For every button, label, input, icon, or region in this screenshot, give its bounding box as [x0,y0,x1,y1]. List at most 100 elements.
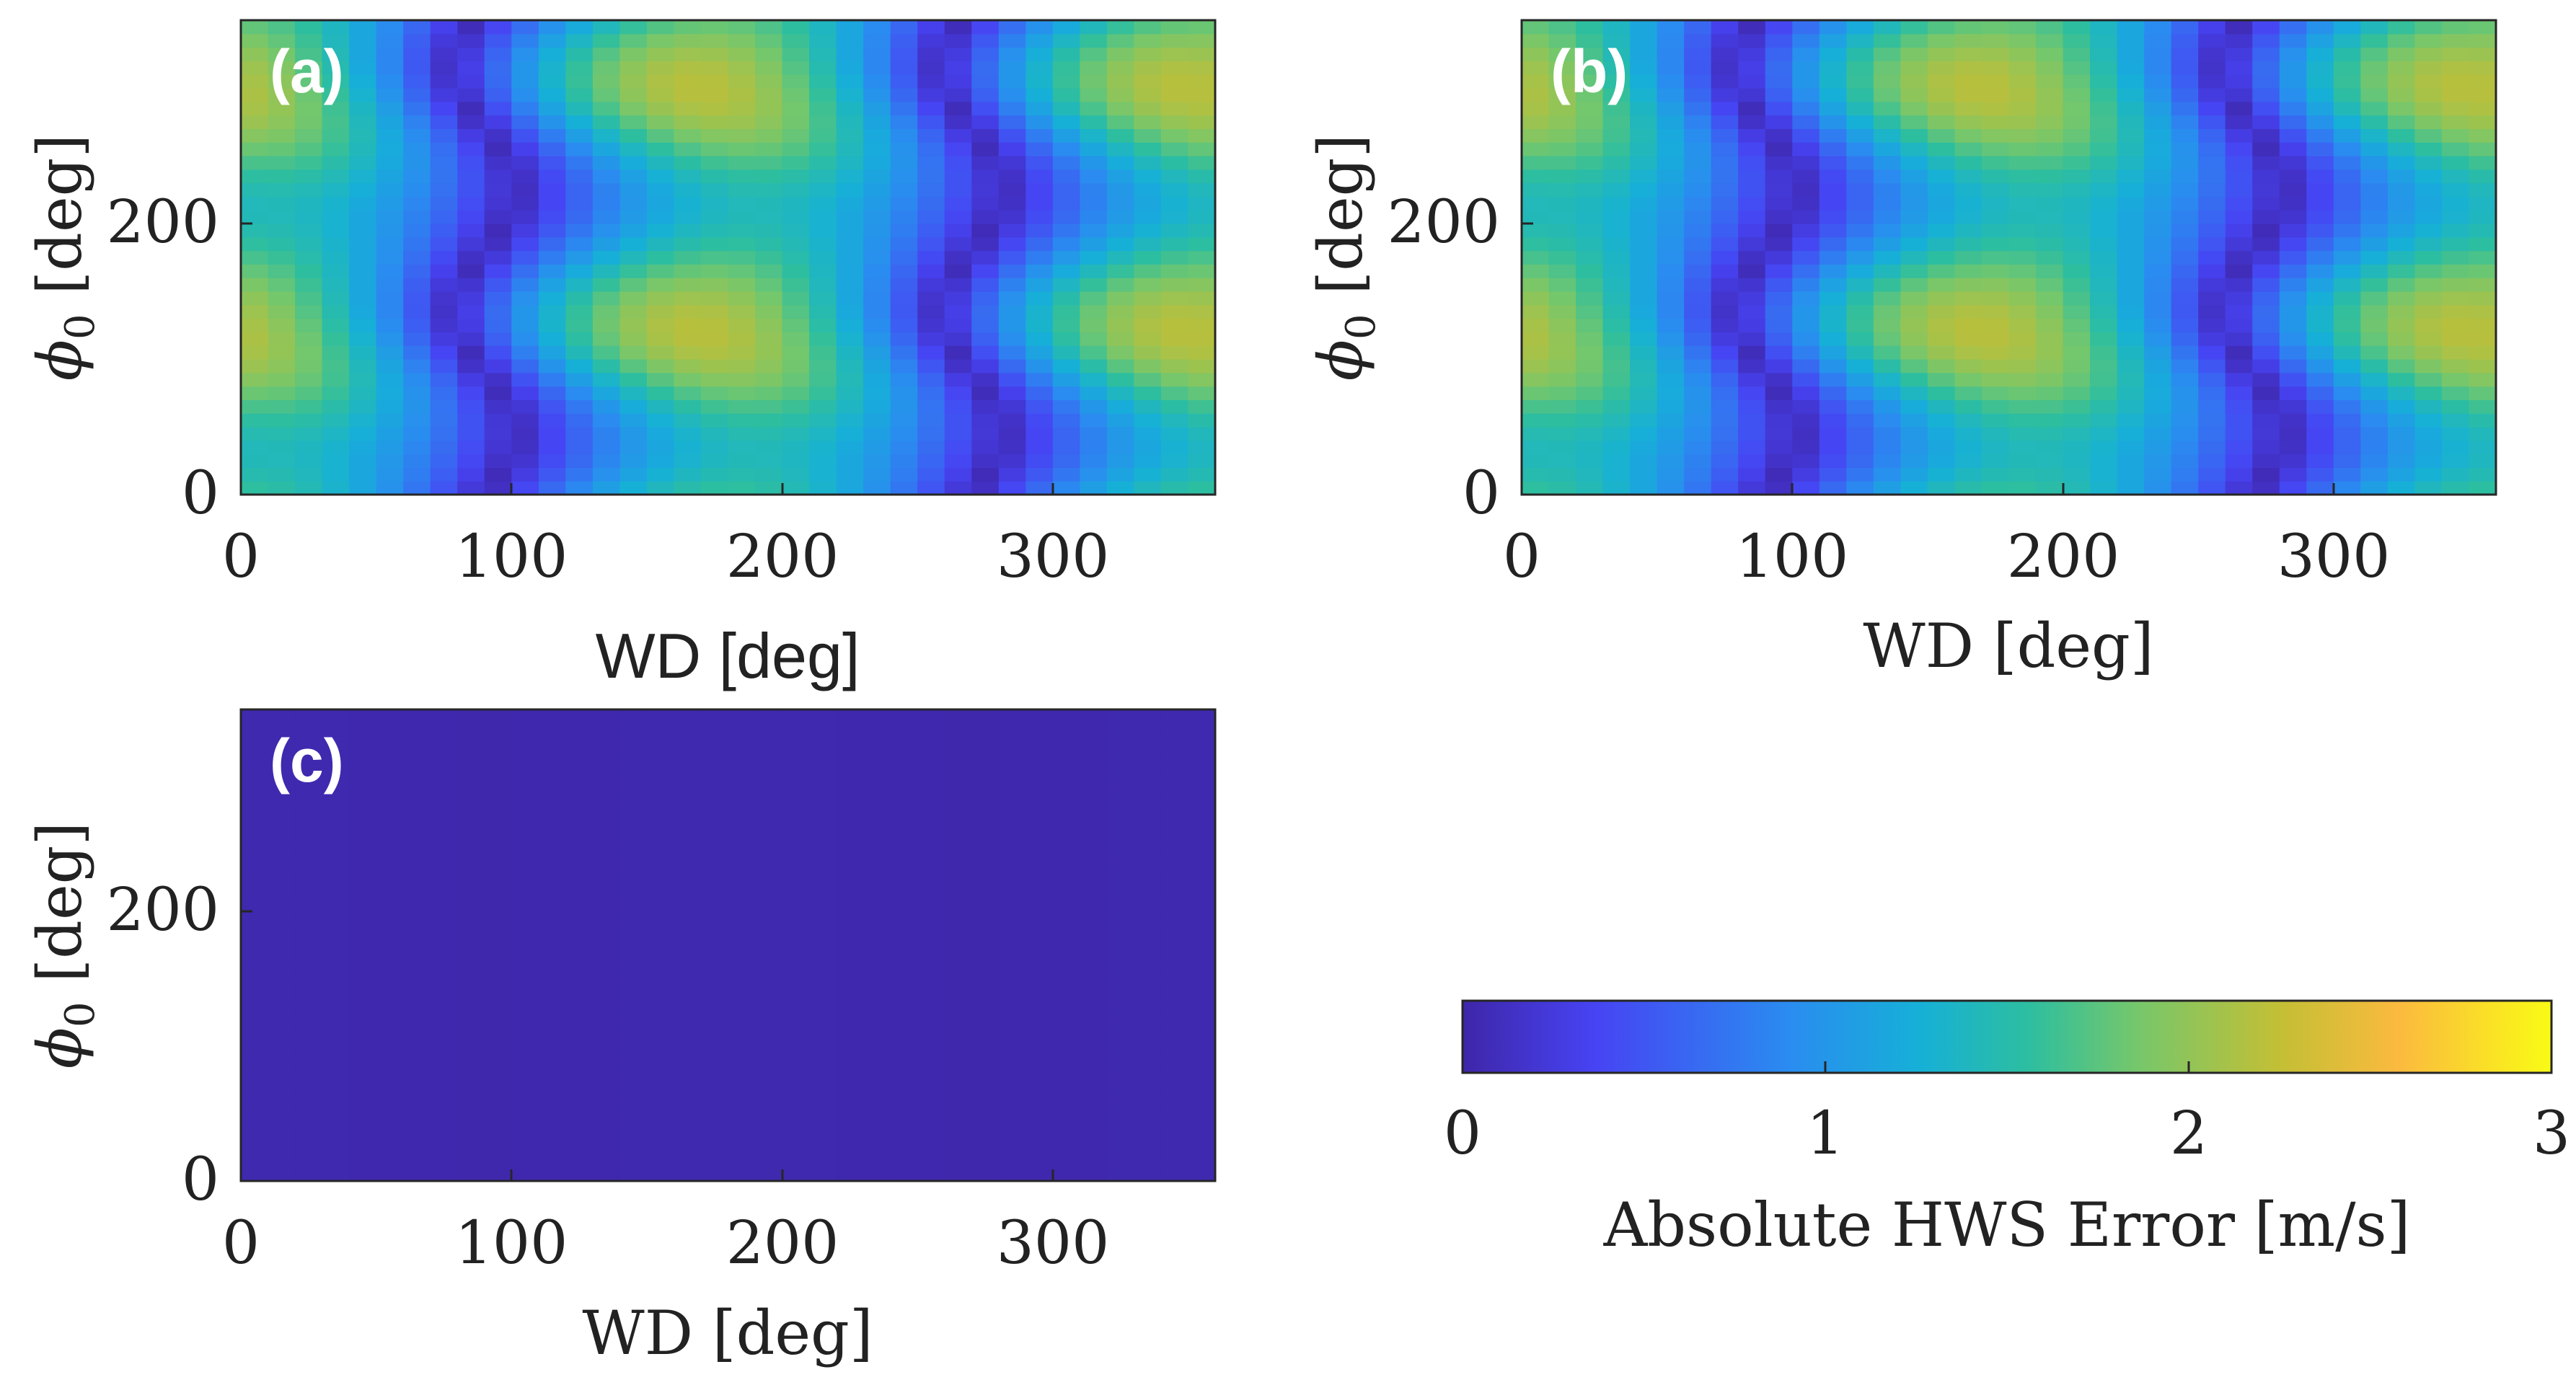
panel-c-heatmap-cell [322,790,350,805]
panel-c-heatmap-cell [863,924,891,939]
panel-b-heatmap-cell [2414,359,2443,373]
panel-a-heatmap-cell [268,61,296,75]
panel-b-heatmap-cell [1900,304,1928,319]
panel-a-heatmap-cell [295,250,323,265]
panel-a-heatmap-cell [971,264,1000,278]
panel-a-heatmap-cell [295,61,323,75]
panel-b-heatmap-cell [1711,386,1739,400]
panel-b-heatmap-cell [2252,467,2280,482]
panel-b-heatmap-cell [1846,399,1874,414]
panel-c-heatmap-cell [295,1113,323,1128]
panel-c-heatmap-cell [1080,978,1108,993]
panel-b-heatmap-cell [2414,169,2443,184]
panel-a-heatmap-cell [890,169,918,184]
panel-b-heatmap-cell [2036,224,2064,238]
panel-c-heatmap-cell [1134,722,1162,737]
panel-a-heatmap-cell [646,224,675,238]
panel-c-heatmap-cell [457,1032,485,1047]
panel-a-heatmap-cell [538,169,566,184]
panel-a-heatmap-cell [646,236,675,252]
panel-a-heatmap-cell [782,332,810,346]
panel-c-heatmap-cell [1052,1032,1080,1047]
panel-a-heatmap-cell [268,318,296,332]
panel-b-heatmap-cell [2387,372,2416,387]
panel-b-heatmap-cell [2333,440,2361,455]
panel-b-heatmap-cell [2225,88,2253,102]
panel-b-heatmap-cell [2225,250,2253,265]
panel-c-heatmap-cell [349,871,377,885]
panel-b-heatmap-cell [2063,128,2091,143]
panel-a-heatmap-cell [890,345,918,360]
panel-a-heatmap-cell [728,115,756,129]
panel-a-heatmap-cell [1134,74,1162,89]
panel-a-heatmap-cell [1160,47,1189,61]
panel-a-heatmap-cell [1080,20,1108,35]
panel-c-heatmap-cell [863,965,891,980]
panel-b-heatmap-cell [1846,115,1874,129]
panel-b-heatmap-cell [1954,481,1982,495]
panel-c-heatmap-cell [403,871,431,885]
panel-c-heatmap-cell [917,1127,945,1141]
panel-b-heatmap-cell [2036,440,2064,455]
panel-a-heatmap-cell [349,236,377,252]
panel-c-heatmap-cell [484,803,512,818]
panel-b-heatmap-cell [2414,156,2443,170]
panel-b-heatmap-cell [2306,182,2334,197]
panel-b-heatmap-cell [1900,196,1928,211]
panel-b-heatmap-cell [2063,386,2091,400]
panel-b-heatmap-cell [1576,250,1604,265]
panel-b-heatmap-cell [1684,427,1712,441]
panel-c-heatmap-cell [1160,1006,1189,1020]
panel-a-heatmap-cell [1080,47,1108,61]
panel-b-heatmap-cell [2360,20,2388,35]
panel-c-heatmap-cell [809,817,837,831]
panel-b-heatmap-cell [2441,74,2470,89]
panel-b-heatmap-cell [1576,332,1604,346]
panel-b-heatmap-cell [2090,372,2118,387]
panel-c-heatmap-cell [565,1073,594,1087]
panel-b-heatmap-cell [2117,291,2145,306]
panel-b-heatmap-cell [1657,318,1685,332]
panel-b-heatmap-cell [2225,359,2253,373]
panel-b-heatmap-cell [1819,413,1847,428]
panel-b-heatmap-cell [2063,250,2091,265]
panel-b-heatmap-cell [1954,224,1982,238]
panel-c-heatmap-cell [484,709,512,724]
panel-c-heatmap-cell [1052,1140,1080,1155]
panel-b-heatmap-cell [2387,47,2416,61]
panel-c-heatmap-cell [782,709,810,724]
panel-c-heatmap-cell [863,1019,891,1034]
panel-a-heatmap-cell [349,33,377,48]
panel-b-heatmap-cell [1738,399,1766,414]
panel-b-heatmap-cell [2090,467,2118,482]
panel-c-heatmap-cell [376,709,404,724]
panel-a-heatmap-cell [836,345,864,360]
panel-a-heatmap-cell [809,399,837,414]
panel-a-heatmap-cell [511,291,539,306]
panel-a-heatmap-cell [619,88,648,102]
panel-c-heatmap-cell [1134,709,1162,724]
x-tick-label: 200 [2007,523,2120,591]
panel-b-heatmap-cell [2225,182,2253,197]
panel-a-heatmap-cell [728,386,756,400]
panel-a-heatmap-cell [863,196,891,211]
panel-c-heatmap-cell [430,965,458,980]
phi-symbol: ϕ [1305,340,1376,381]
panel-c-heatmap-cell [674,1073,702,1087]
panel-a-heatmap-cell [1134,427,1162,441]
panel-a-heatmap-cell [538,61,566,75]
panel-b-heatmap-cell [2306,169,2334,184]
panel-c-heatmap-cell [1080,1099,1108,1115]
panel-c-heatmap-cell [241,722,269,737]
panel-a-heatmap-cell [782,128,810,143]
panel-a-heatmap-cell [538,210,566,224]
panel-a-heatmap-cell [890,386,918,400]
panel-c-heatmap-cell [890,992,918,1006]
panel-b-heatmap-cell [2333,359,2361,373]
panel-c-heatmap-cell [809,1167,837,1182]
panel-b-heatmap-cell [2306,128,2334,143]
panel-a-heatmap-cell [971,156,1000,170]
panel-c-heatmap-cell [782,1046,810,1061]
panel-c-heatmap-cell [376,1019,404,1034]
panel-b-heatmap-cell [1522,88,1550,102]
